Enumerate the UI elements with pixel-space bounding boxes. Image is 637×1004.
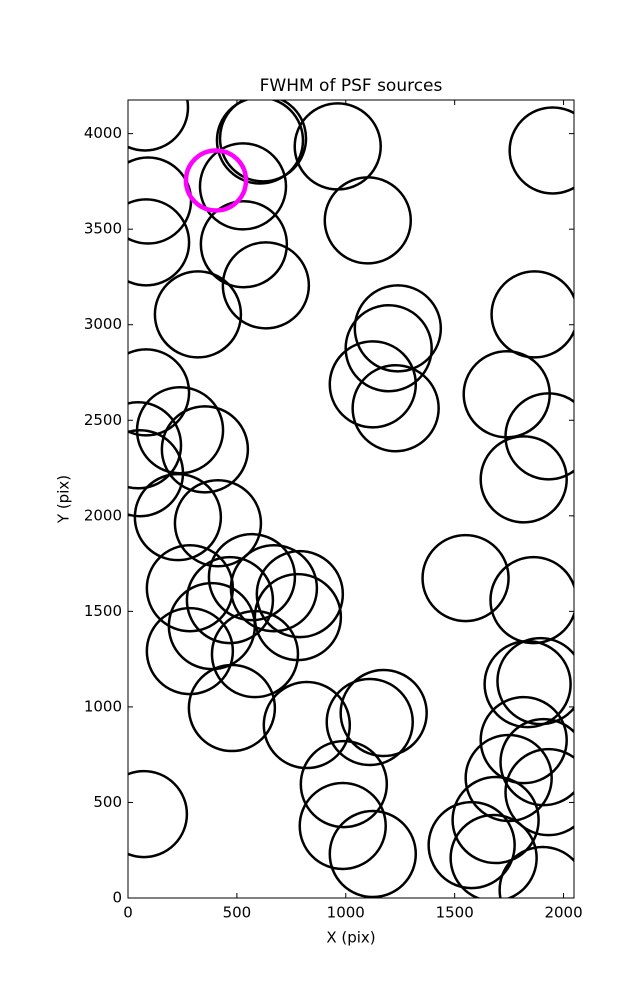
source-circle	[323, 176, 413, 265]
x-axis-label: X (pix)	[326, 929, 375, 947]
source-circle	[173, 479, 263, 568]
source-circle	[187, 663, 277, 753]
plot-area	[128, 100, 574, 898]
source-circle	[128, 401, 183, 490]
x-tick-label: 500	[223, 904, 252, 922]
x-tick-label: 2000	[544, 904, 582, 922]
source-circle	[351, 363, 440, 453]
y-tick-label: 0	[112, 889, 122, 907]
source-circle	[128, 198, 191, 287]
y-tick-label: 500	[93, 793, 122, 811]
source-circle	[160, 405, 250, 494]
source-circle	[421, 533, 510, 623]
source-circle	[128, 348, 191, 437]
source-circle	[508, 106, 574, 195]
source-circle	[198, 142, 288, 231]
source-circle	[199, 200, 289, 289]
source-circle	[449, 813, 538, 898]
source-circle	[489, 555, 574, 645]
source-circle	[221, 241, 311, 330]
source-circle	[504, 392, 574, 481]
chart-title: FWHM of PSF sources	[260, 76, 443, 96]
source-circle	[328, 809, 418, 898]
source-circle	[328, 340, 418, 429]
source-circle	[483, 639, 572, 729]
axes-frame	[127, 99, 575, 899]
source-circle	[298, 781, 387, 871]
y-tick-label: 1000	[84, 697, 122, 715]
source-circle	[185, 555, 275, 645]
source-circle	[353, 284, 443, 373]
y-tick-label: 3000	[84, 315, 122, 333]
y-tick-label: 1500	[84, 602, 122, 620]
source-circle	[145, 606, 235, 696]
source-circle	[218, 100, 308, 183]
y-tick-label: 3500	[84, 220, 122, 238]
source-circle	[479, 695, 568, 785]
source-circle	[215, 100, 305, 185]
y-tick-label: 2500	[84, 411, 122, 429]
source-circle	[427, 800, 516, 890]
source-circle	[479, 435, 568, 524]
source-circle	[207, 532, 297, 622]
source-circle	[490, 270, 574, 359]
source-circle	[128, 769, 189, 859]
x-tick-label: 1500	[436, 904, 474, 922]
source-circle	[451, 775, 540, 865]
source-circle	[262, 680, 352, 770]
source-circle	[255, 549, 345, 639]
y-tick-label: 2000	[84, 506, 122, 524]
source-circle	[133, 472, 223, 562]
x-tick-label: 0	[123, 904, 133, 922]
source-circle	[153, 270, 243, 359]
source-circle	[504, 747, 574, 837]
source-circle	[339, 668, 428, 758]
y-axis-label: Y (pix)	[55, 475, 73, 524]
source-circle	[183, 148, 249, 213]
source-circle	[299, 739, 389, 829]
x-tick-label: 1000	[327, 904, 365, 922]
source-circle	[344, 303, 433, 393]
source-circle	[498, 845, 574, 898]
source-circle	[128, 100, 190, 152]
y-tick-label: 4000	[84, 124, 122, 142]
source-circle	[325, 677, 414, 767]
source-circle	[210, 609, 300, 699]
